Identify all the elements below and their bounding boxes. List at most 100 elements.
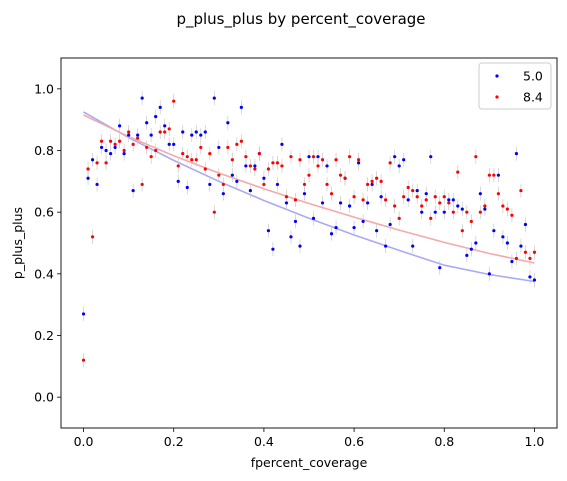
data-point-series-1 bbox=[487, 173, 491, 177]
data-point-series-0 bbox=[334, 225, 338, 230]
data-point-series-1 bbox=[483, 204, 487, 208]
data-point-series-1 bbox=[510, 213, 514, 217]
data-point-series-0 bbox=[163, 124, 167, 128]
data-point-series-1 bbox=[131, 142, 135, 146]
scatter-points bbox=[81, 91, 537, 368]
data-point-series-0 bbox=[271, 247, 275, 251]
data-point-series-0 bbox=[420, 210, 424, 214]
data-point-series-1 bbox=[429, 216, 433, 220]
y-tick-label: 0.0 bbox=[34, 390, 54, 405]
data-point-series-0 bbox=[388, 222, 392, 227]
x-tick-label: 0.8 bbox=[434, 434, 454, 449]
data-point-series-0 bbox=[366, 201, 370, 205]
data-point-series-1 bbox=[81, 358, 86, 362]
data-point-series-1 bbox=[469, 219, 473, 224]
data-point-series-0 bbox=[136, 133, 140, 137]
data-point-series-0 bbox=[158, 105, 162, 109]
data-point-series-0 bbox=[266, 229, 271, 233]
data-point-series-1 bbox=[190, 158, 194, 162]
data-point-series-0 bbox=[433, 210, 437, 214]
data-point-series-0 bbox=[519, 244, 523, 248]
x-axis-label: fpercent_coverage bbox=[251, 455, 368, 470]
data-point-series-1 bbox=[302, 182, 307, 187]
data-point-series-0 bbox=[262, 176, 266, 180]
data-point-series-1 bbox=[167, 127, 171, 131]
data-point-series-0 bbox=[375, 229, 379, 233]
data-point-series-1 bbox=[442, 195, 446, 199]
data-point-series-0 bbox=[438, 266, 442, 270]
data-point-series-0 bbox=[167, 142, 171, 146]
chart-title: p_plus_plus by percent_coverage bbox=[176, 10, 425, 29]
data-point-series-1 bbox=[104, 161, 108, 165]
data-point-series-1 bbox=[447, 201, 451, 205]
data-point-series-0 bbox=[469, 247, 473, 251]
legend-marker-5-0 bbox=[495, 74, 499, 78]
data-point-series-1 bbox=[140, 182, 144, 187]
data-point-series-0 bbox=[311, 216, 316, 220]
data-point-series-0 bbox=[316, 155, 320, 159]
data-point-series-1 bbox=[451, 210, 455, 214]
data-point-series-0 bbox=[190, 133, 194, 137]
trend-line-series-1 bbox=[83, 114, 535, 264]
data-point-series-1 bbox=[293, 198, 298, 202]
data-point-series-1 bbox=[496, 192, 500, 196]
data-point-series-0 bbox=[406, 198, 410, 202]
data-point-series-1 bbox=[307, 173, 311, 177]
data-point-series-1 bbox=[221, 182, 225, 187]
data-point-series-1 bbox=[505, 207, 509, 211]
x-tick-label: 0.6 bbox=[344, 434, 364, 449]
data-point-series-0 bbox=[140, 96, 144, 100]
y-tick-label: 0.6 bbox=[34, 205, 54, 220]
data-point-series-0 bbox=[514, 151, 519, 156]
y-axis-ticks: 0.0 0.2 0.4 0.6 0.8 1.0 bbox=[34, 81, 61, 405]
data-point-series-1 bbox=[113, 142, 117, 146]
data-point-series-0 bbox=[352, 225, 356, 230]
data-point-series-1 bbox=[208, 151, 212, 156]
y-axis-label: p_plus_plus bbox=[10, 207, 25, 279]
trend-line-series-0 bbox=[83, 111, 535, 283]
x-tick-label: 0.4 bbox=[254, 434, 274, 449]
data-point-series-1 bbox=[325, 182, 329, 187]
data-point-series-1 bbox=[338, 173, 343, 177]
data-point-series-0 bbox=[411, 244, 415, 248]
data-point-series-1 bbox=[397, 216, 401, 220]
data-point-series-0 bbox=[320, 201, 325, 205]
data-point-series-1 bbox=[415, 195, 419, 199]
x-axis-ticks: 0.0 0.2 0.4 0.6 0.8 1.0 bbox=[74, 428, 544, 449]
data-point-series-1 bbox=[465, 210, 469, 214]
data-point-series-1 bbox=[456, 170, 460, 174]
data-point-series-0 bbox=[212, 96, 216, 100]
data-point-series-1 bbox=[122, 148, 126, 153]
x-tick-label: 0.0 bbox=[74, 434, 94, 449]
data-point-series-0 bbox=[474, 241, 478, 245]
data-point-series-1 bbox=[519, 188, 523, 193]
data-point-series-1 bbox=[253, 167, 257, 171]
data-point-series-1 bbox=[411, 188, 415, 193]
data-point-series-0 bbox=[532, 278, 537, 282]
data-point-series-0 bbox=[230, 173, 234, 177]
y-tick-label: 0.4 bbox=[34, 266, 54, 281]
data-point-series-0 bbox=[357, 161, 361, 165]
axes-frame bbox=[60, 57, 558, 429]
data-point-series-1 bbox=[406, 185, 410, 190]
data-point-series-0 bbox=[145, 121, 149, 125]
data-point-series-1 bbox=[501, 204, 505, 208]
data-point-series-0 bbox=[347, 204, 352, 208]
data-point-series-0 bbox=[528, 275, 532, 279]
data-point-series-1 bbox=[357, 158, 361, 162]
data-point-series-0 bbox=[456, 204, 460, 208]
data-point-series-1 bbox=[217, 173, 221, 177]
data-point-series-0 bbox=[302, 192, 307, 196]
data-point-series-0 bbox=[90, 158, 95, 162]
data-point-series-1 bbox=[172, 99, 176, 103]
data-point-series-1 bbox=[370, 179, 374, 183]
legend-marker-8-4 bbox=[495, 95, 499, 99]
data-point-series-1 bbox=[235, 142, 239, 146]
data-point-series-0 bbox=[104, 148, 108, 153]
data-point-series-0 bbox=[501, 235, 505, 239]
data-point-series-0 bbox=[221, 192, 225, 196]
data-point-series-1 bbox=[375, 176, 379, 180]
data-point-series-0 bbox=[393, 155, 397, 159]
data-point-series-1 bbox=[347, 155, 352, 159]
data-point-series-1 bbox=[199, 145, 203, 150]
